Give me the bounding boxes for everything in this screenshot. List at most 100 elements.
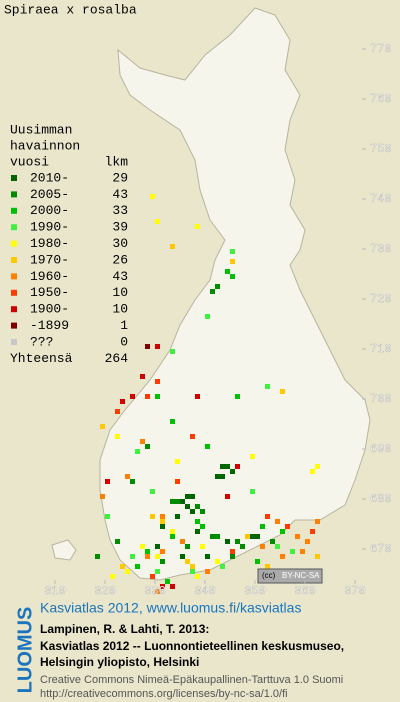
observation-square xyxy=(185,544,190,549)
y-tick-label: 680 xyxy=(370,492,392,506)
observation-square xyxy=(145,549,150,554)
observation-square xyxy=(260,524,265,529)
observation-square xyxy=(195,519,200,524)
x-tick-label: 360 xyxy=(294,584,316,598)
x-tick-label: 310 xyxy=(44,584,66,598)
aland xyxy=(51,539,77,561)
observation-square xyxy=(195,529,200,534)
observation-square xyxy=(225,494,230,499)
legend-label: ??? xyxy=(30,334,53,349)
observation-square xyxy=(170,419,175,424)
legend-swatch xyxy=(11,306,17,313)
observation-square xyxy=(240,544,245,549)
observation-square xyxy=(210,289,215,294)
legend-count: 26 xyxy=(112,252,128,267)
observation-square xyxy=(255,534,260,539)
legend-count: 1 xyxy=(120,318,128,333)
legend-label: 1960- xyxy=(30,269,69,284)
x-tick-label: 330 xyxy=(144,584,166,598)
x-tick-label: 320 xyxy=(94,584,116,598)
observation-square xyxy=(130,479,135,484)
observation-square xyxy=(140,374,145,379)
total-label: Yhteensä xyxy=(10,351,73,366)
observation-square xyxy=(160,519,165,524)
legend-label: 2000- xyxy=(30,203,69,218)
x-tick-label: 350 xyxy=(244,584,266,598)
observation-square xyxy=(170,529,175,534)
observation-square xyxy=(250,454,255,459)
observation-square xyxy=(215,474,220,479)
legend-count: 29 xyxy=(112,170,128,185)
observation-square xyxy=(175,514,180,519)
observation-square xyxy=(210,534,215,539)
observation-square xyxy=(170,534,175,539)
observation-square xyxy=(160,524,165,529)
observation-square xyxy=(155,544,160,549)
observation-square xyxy=(315,464,320,469)
observation-square xyxy=(310,469,315,474)
observation-square xyxy=(200,544,205,549)
observation-square xyxy=(205,444,210,449)
observation-square xyxy=(255,559,260,564)
observation-square xyxy=(205,569,210,574)
observation-square xyxy=(155,344,160,349)
observation-square xyxy=(115,434,120,439)
y-tick-label: 720 xyxy=(370,292,392,306)
badge-text: BY-NC-SA xyxy=(282,571,320,580)
observation-square xyxy=(195,504,200,509)
observation-square xyxy=(160,584,165,589)
y-tick-label: 690 xyxy=(370,442,392,456)
y-tick-label: 730 xyxy=(370,242,392,256)
observation-square xyxy=(230,259,235,264)
link[interactable]: Kasviatlas 2012, www.luomus.fi/kasviatla… xyxy=(40,600,301,616)
observation-square xyxy=(150,574,155,579)
observation-square xyxy=(285,524,290,529)
legend-count: 10 xyxy=(112,302,128,317)
observation-square xyxy=(190,494,195,499)
observation-square xyxy=(185,504,190,509)
observation-square xyxy=(145,554,150,559)
observation-square xyxy=(205,554,210,559)
observation-square xyxy=(230,554,235,559)
observation-square xyxy=(215,534,220,539)
observation-square xyxy=(115,409,120,414)
license-badge: (cc) BY-NC-SA xyxy=(257,568,323,584)
observation-square xyxy=(230,274,235,279)
observation-square xyxy=(145,444,150,449)
observation-square xyxy=(130,394,135,399)
observation-square xyxy=(110,574,115,579)
observation-square xyxy=(195,224,200,229)
legend-swatch xyxy=(11,257,17,263)
observation-square xyxy=(250,489,255,494)
legend-count: 33 xyxy=(112,203,128,218)
observation-square xyxy=(230,549,235,554)
observation-square xyxy=(170,349,175,354)
observation-square xyxy=(155,219,160,224)
observation-square xyxy=(185,559,190,564)
observation-square xyxy=(280,554,285,559)
observation-square xyxy=(155,569,160,574)
license[interactable]: http://creativecommons.org/licenses/by-n… xyxy=(40,688,288,700)
legend-swatch xyxy=(11,339,17,345)
y-tick-label: 700 xyxy=(370,392,392,406)
observation-square xyxy=(235,394,240,399)
y-tick-label: 670 xyxy=(370,542,392,556)
citation: Lampinen, R. & Lahti, T. 2013: xyxy=(40,622,209,636)
observation-square xyxy=(155,379,160,384)
x-tick-label: 340 xyxy=(194,584,216,598)
observation-square xyxy=(265,514,270,519)
y-tick-label: 760 xyxy=(370,92,392,106)
observation-square xyxy=(195,574,200,579)
observation-square xyxy=(220,464,225,469)
observation-square xyxy=(185,494,190,499)
observation-square xyxy=(175,479,180,484)
legend-title: vuosi xyxy=(10,154,49,169)
legend-swatch xyxy=(11,322,17,329)
legend-count: 39 xyxy=(112,220,128,235)
observation-square xyxy=(175,459,180,464)
observation-square xyxy=(220,474,225,479)
legend-count-header: lkm xyxy=(105,154,129,169)
observation-square xyxy=(260,544,265,549)
observation-square xyxy=(230,249,235,254)
